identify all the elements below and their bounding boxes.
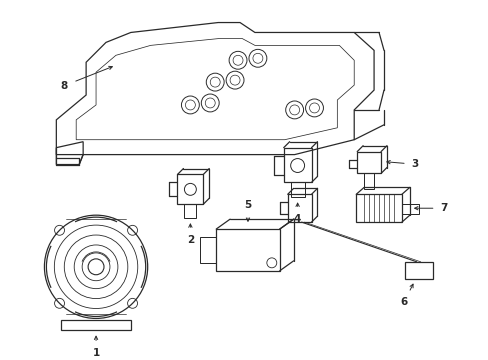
- Text: 6: 6: [400, 297, 407, 306]
- Text: 4: 4: [293, 214, 301, 224]
- Text: 7: 7: [439, 203, 447, 213]
- Text: 2: 2: [186, 235, 194, 245]
- Text: 3: 3: [410, 158, 418, 168]
- Text: 5: 5: [244, 200, 251, 210]
- Text: 1: 1: [92, 348, 100, 358]
- Text: 8: 8: [60, 81, 67, 91]
